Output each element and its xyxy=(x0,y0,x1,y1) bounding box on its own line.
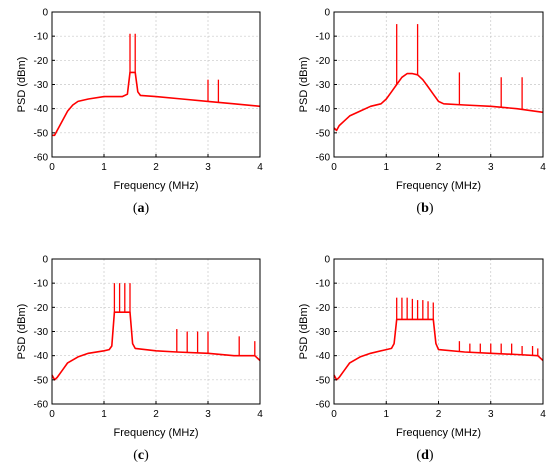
x-tick-label: 1 xyxy=(383,409,389,420)
y-tick-label: -50 xyxy=(34,128,49,139)
y-tick-label: -20 xyxy=(316,56,331,67)
x-tick-label: 3 xyxy=(205,162,211,173)
x-tick-label: 4 xyxy=(257,162,263,173)
y-tick-label: -30 xyxy=(34,80,49,91)
x-tick-label: 3 xyxy=(205,409,211,420)
x-tick-label: 2 xyxy=(436,162,442,173)
y-axis-label: PSD (dBm) xyxy=(298,57,310,113)
psd-trace xyxy=(51,311,261,381)
x-axis-label: Frequency (MHz) xyxy=(396,180,481,192)
y-tick-label: 0 xyxy=(42,255,48,266)
psd-trace xyxy=(333,318,544,381)
x-tick-label: 4 xyxy=(257,409,263,420)
y-tick-label: -30 xyxy=(316,80,331,91)
x-tick-label: 4 xyxy=(540,162,546,173)
y-axis-label: PSD (dBm) xyxy=(16,304,28,360)
panel-caption: (a) xyxy=(133,201,150,216)
y-tick-label: 0 xyxy=(42,8,48,19)
x-tick-label: 1 xyxy=(383,162,389,173)
y-axis-label: PSD (dBm) xyxy=(16,57,28,113)
chart-panel-a: 0 1 2 3 4 0 -10 -20 -30 -40 -50 -60 Frequency (MHz) P… xyxy=(16,8,263,217)
x-axis-label: Frequency (MHz) xyxy=(396,427,481,439)
caption-close-paren: ) xyxy=(429,201,434,216)
y-tick-label: -50 xyxy=(316,375,331,386)
y-tick-label: -10 xyxy=(316,279,331,290)
psd-trace xyxy=(333,72,544,132)
chart-panel-b: 0 1 2 3 4 0 -10 -20 -30 -40 -50 -60 Frequency (MHz) P… xyxy=(298,8,546,217)
x-tick-label: 2 xyxy=(436,409,442,420)
y-tick-label: -50 xyxy=(34,375,49,386)
y-axis-label: PSD (dBm) xyxy=(298,304,310,360)
y-tick-label: -10 xyxy=(34,32,49,43)
caption-close-paren: ) xyxy=(429,448,434,463)
y-tick-label: -20 xyxy=(34,303,49,314)
y-tick-label: -30 xyxy=(34,327,49,338)
y-tick-label: 0 xyxy=(324,8,330,19)
chart-panel-d: 0 1 2 3 4 0 -10 -20 -30 -40 -50 -60 Frequency (MHz) P… xyxy=(298,255,546,464)
y-tick-label: -40 xyxy=(34,351,49,362)
caption-letter: d xyxy=(421,448,429,463)
x-tick-label: 0 xyxy=(49,409,55,420)
y-tick-label: -40 xyxy=(316,104,331,115)
caption-close-paren: ) xyxy=(145,201,150,216)
y-tick-label: -50 xyxy=(316,128,331,139)
x-tick-label: 1 xyxy=(101,409,107,420)
y-tick-label: -30 xyxy=(316,327,331,338)
x-tick-label: 1 xyxy=(101,162,107,173)
psd-trace xyxy=(52,71,261,137)
x-tick-label: 2 xyxy=(153,162,159,173)
y-tick-label: 0 xyxy=(324,255,330,266)
caption-close-paren: ) xyxy=(144,448,149,463)
chart-panel-c: 0 1 2 3 4 0 -10 -20 -30 -40 -50 -60 Frequency (MHz) P… xyxy=(16,255,263,464)
caption-open-paren: ( xyxy=(133,448,138,463)
x-tick-label: 0 xyxy=(331,162,337,173)
x-tick-label: 0 xyxy=(331,409,337,420)
x-tick-label: 2 xyxy=(153,409,159,420)
panel-caption: (d) xyxy=(416,448,433,463)
y-tick-label: -60 xyxy=(316,153,331,164)
caption-letter: a xyxy=(138,201,145,216)
y-tick-label: -60 xyxy=(34,400,49,411)
y-tick-label: -40 xyxy=(34,104,49,115)
x-tick-label: 3 xyxy=(488,409,494,420)
caption-open-paren: ( xyxy=(416,448,421,463)
x-tick-label: 0 xyxy=(49,162,55,173)
y-tick-label: -20 xyxy=(316,303,331,314)
caption-open-paren: ( xyxy=(133,201,138,216)
caption-open-paren: ( xyxy=(416,201,421,216)
caption-letter: b xyxy=(421,201,429,216)
x-axis-label: Frequency (MHz) xyxy=(114,427,199,439)
x-axis-label: Frequency (MHz) xyxy=(114,180,199,192)
y-tick-label: -40 xyxy=(316,351,331,362)
y-tick-label: -10 xyxy=(34,279,49,290)
panel-caption: (c) xyxy=(133,448,149,463)
y-tick-label: -20 xyxy=(34,56,49,67)
panel-caption: (b) xyxy=(416,201,433,216)
y-tick-label: -60 xyxy=(316,400,331,411)
x-tick-label: 3 xyxy=(488,162,494,173)
y-tick-label: -60 xyxy=(34,153,49,164)
x-tick-label: 4 xyxy=(540,409,546,420)
y-tick-label: -10 xyxy=(316,32,331,43)
caption-letter: c xyxy=(138,448,144,463)
